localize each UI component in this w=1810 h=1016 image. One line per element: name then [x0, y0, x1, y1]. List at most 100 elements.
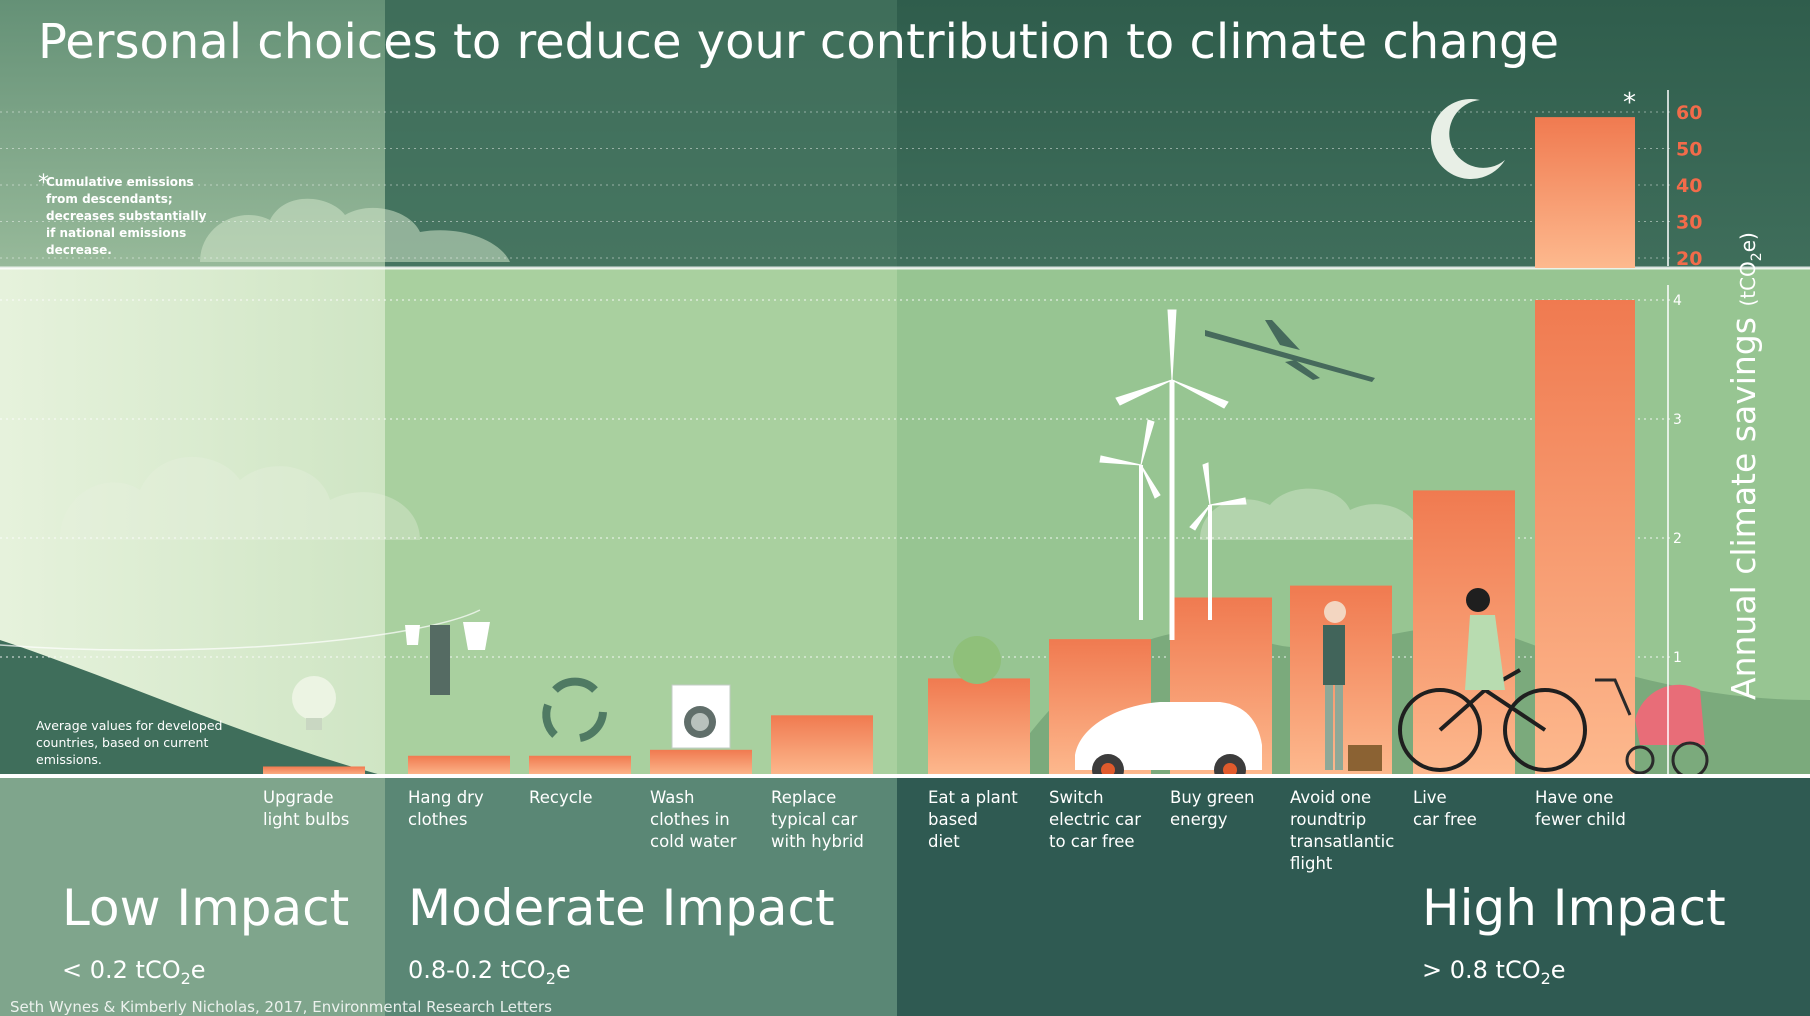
bar-label-line: Switch — [1049, 788, 1104, 807]
moderate-impact-heading: Moderate Impact — [408, 879, 835, 937]
bar-label-line: clothes — [408, 810, 467, 829]
bar-asterisk: * — [1623, 88, 1636, 118]
gridlines — [0, 111, 1670, 658]
high-impact-panel — [897, 776, 1810, 1016]
upper-tick-label: 60 — [1676, 102, 1702, 124]
text-line: decrease. — [46, 243, 112, 257]
moderate-impact-panel — [385, 776, 897, 1016]
bar-label-line: transatlantic — [1290, 832, 1394, 851]
bar-label-line: Wash — [650, 788, 694, 807]
moderate-impact-band — [385, 268, 897, 776]
high-impact-heading: High Impact — [1422, 879, 1726, 937]
bar-label-line: Hang dry — [408, 788, 484, 807]
bar-label-line: energy — [1170, 810, 1228, 829]
bar — [928, 678, 1030, 776]
bar-label-line: Eat a plant — [928, 788, 1018, 807]
bar-label: Hang dry clothes — [408, 788, 484, 829]
footnote: * Cumulative emissions from descendants; d… — [38, 171, 207, 257]
bar-label-line: Upgrade — [263, 788, 334, 807]
bar-label: Recycle — [529, 788, 593, 807]
bicycle-icon — [1398, 588, 1587, 772]
bar-label-line: car free — [1413, 810, 1477, 829]
bar-label-line: Replace — [771, 788, 836, 807]
stroller-icon — [1595, 678, 1709, 779]
person-standing-icon — [1323, 601, 1382, 771]
lower-tick-label: 2 — [1673, 531, 1682, 547]
middle-cloud — [60, 456, 1420, 540]
wind-turbine-icon — [1099, 309, 1247, 640]
bar-label-line: with hybrid — [771, 832, 864, 851]
bar-label: Wash clothes in cold water — [650, 788, 737, 851]
average-note: Average values for developed countries, b… — [36, 718, 223, 767]
bar-label: Eat a plant based diet — [928, 788, 1018, 851]
airplane-icon — [1205, 320, 1375, 382]
text-line: if national emissions — [46, 226, 186, 240]
bar-label-line: Recycle — [529, 788, 593, 807]
page-title: Personal choices to reduce your contribu… — [38, 14, 1559, 70]
bar — [263, 766, 365, 776]
lower-tick-label: 1 — [1673, 650, 1682, 666]
upper-cloud — [200, 198, 510, 262]
bar-label: Buy green energy — [1170, 788, 1254, 829]
bar-label: Switch electric car to car free — [1049, 788, 1141, 851]
text-line: emissions. — [36, 752, 102, 767]
bar-label-line: light bulbs — [263, 810, 349, 829]
low-impact-heading: Low Impact — [62, 879, 349, 937]
apple-icon — [953, 636, 1001, 684]
bar — [771, 715, 873, 776]
bar-label-line: clothes in — [650, 810, 730, 829]
bar-label-line: typical car — [771, 810, 857, 829]
bar-label-line: cold water — [650, 832, 737, 851]
footnote-star: * — [38, 171, 49, 196]
bar-label-line: based — [928, 810, 978, 829]
bar — [529, 755, 631, 776]
bar — [1535, 300, 1635, 776]
bar-label-line: roundtrip — [1290, 810, 1366, 829]
upper-tick-label: 30 — [1676, 212, 1702, 234]
bar-label-line: flight — [1290, 854, 1333, 873]
text-line: countries, based on current — [36, 735, 208, 750]
high-impact-range: > 0.8 tCO2e — [1422, 956, 1566, 988]
bar-label: Avoid one roundtrip transatlantic flight — [1290, 788, 1394, 873]
recycle-icon — [542, 677, 607, 742]
left-hill — [0, 640, 385, 776]
upper-tick-label: 50 — [1676, 139, 1702, 161]
y-axis-title: Annual climate savings (tCO2e) — [1724, 232, 1765, 700]
footnote-text: Cumulative emissions from descendants; dec… — [46, 175, 207, 257]
bar-label: Upgrade light bulbs — [263, 788, 349, 829]
bar-label-line: Buy green — [1170, 788, 1254, 807]
bar-upper-segment — [1535, 117, 1635, 268]
bar-label-line: Have one — [1535, 788, 1613, 807]
bar-label: Have one fewer child — [1535, 788, 1626, 829]
upper-sky-moderate-zone — [385, 0, 897, 268]
bar-labels: Upgrade light bulbs Hang dry clothes Recycle… — [263, 788, 1626, 873]
text-line: decreases substantially — [46, 209, 207, 223]
light-bulb-icon — [292, 676, 336, 730]
text-line: Cumulative emissions — [46, 175, 194, 189]
moderate-impact-range: 0.8-0.2 tCO2e — [408, 956, 571, 988]
bar-label-line: Avoid one — [1290, 788, 1371, 807]
moon-icon — [1430, 98, 1505, 179]
upper-tick-label: 40 — [1676, 175, 1702, 197]
bar-label-line: fewer child — [1535, 810, 1626, 829]
washing-machine-icon — [671, 684, 731, 749]
text-line: Average values for developed — [36, 718, 223, 733]
bar — [1413, 490, 1515, 776]
lower-tick-label: 4 — [1673, 293, 1682, 309]
clothes-icon — [0, 609, 490, 695]
bar-label-line: electric car — [1049, 810, 1141, 829]
low-impact-panel — [0, 776, 385, 1016]
credit-text: Seth Wynes & Kimberly Nicholas, 2017, En… — [10, 998, 552, 1016]
text-line: from descendants; — [46, 192, 173, 206]
upper-tick-label: 20 — [1676, 248, 1702, 270]
low-impact-range: < 0.2 tCO2e — [62, 956, 206, 988]
bar-label-line: diet — [928, 832, 960, 851]
bar-label: Replace typical car with hybrid — [771, 788, 864, 851]
lower-tick-label: 3 — [1673, 412, 1682, 428]
bar — [650, 749, 752, 776]
bar — [408, 755, 510, 776]
bar-label-line: to car free — [1049, 832, 1135, 851]
bar-label-line: Live — [1413, 788, 1447, 807]
y-axis: 20 30 40 50 60 1 2 3 4 — [1667, 90, 1702, 776]
